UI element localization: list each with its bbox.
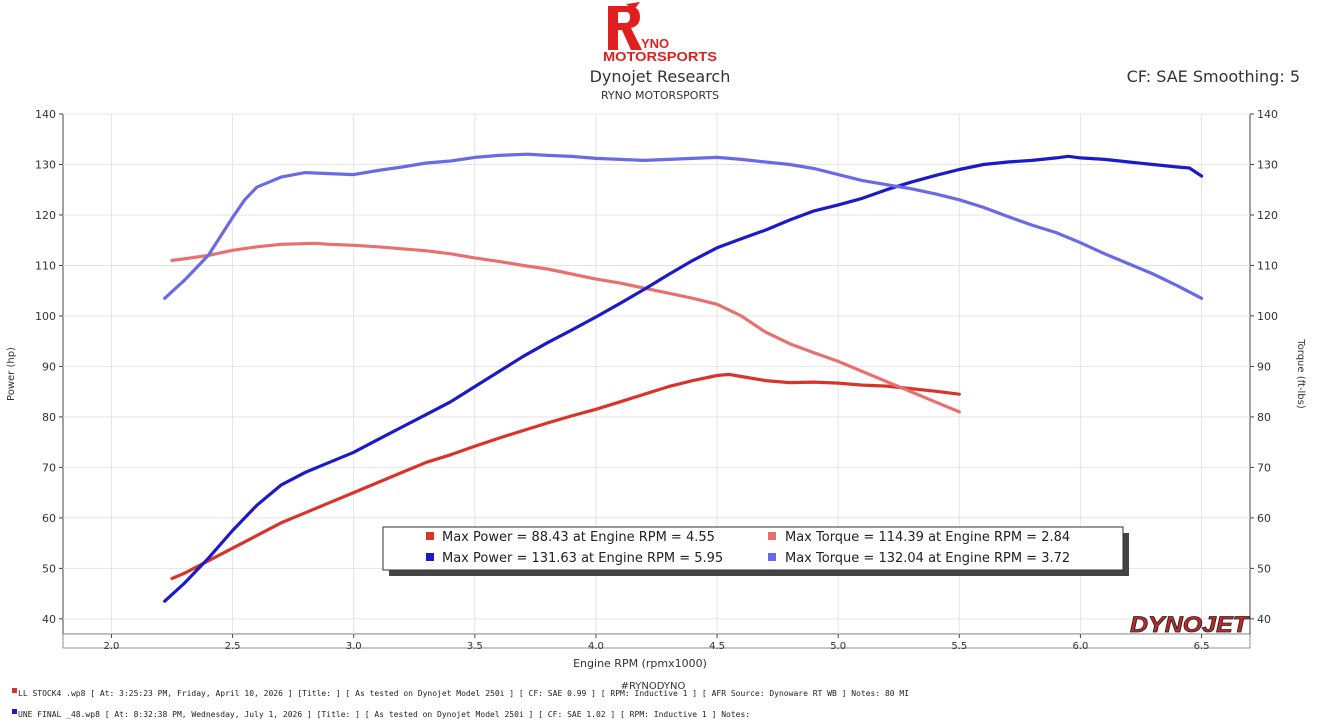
- y-tick-label-right: 40: [1257, 613, 1271, 626]
- y-tick-label-left: 50: [42, 562, 56, 575]
- y-tick-label-left: 140: [35, 108, 56, 121]
- run1-info: LL STOCK4 .wp8 [ At: 3:25:23 PM, Friday,…: [18, 689, 909, 698]
- legend-run2-torque: Max Torque = 132.04 at Engine RPM = 3.72: [785, 551, 1070, 566]
- x-tick-label: 5.0: [830, 641, 846, 652]
- legend-box: [382, 526, 1124, 571]
- run-list: LL STOCK4 .wp8 [ At: 3:25:23 PM, Friday,…: [12, 688, 909, 719]
- legend: Max Power = 88.43 at Engine RPM = 4.55 M…: [382, 526, 1129, 576]
- y-axis-left: 40 50 60 70 80 90 100 110 120 130 140: [35, 108, 63, 626]
- legend-swatch-run2-power: [426, 553, 434, 561]
- y-tick-label-right: 100: [1257, 310, 1278, 323]
- run2-info: UNE FINAL _48.wp8 [ At: 8:32:38 PM, Wedn…: [18, 710, 750, 719]
- x-axis-band: [62, 633, 1251, 649]
- y-tick-label-left: 130: [35, 158, 56, 171]
- y-tick-label-right: 130: [1257, 158, 1278, 171]
- series-layer: [163, 152, 1204, 603]
- x-tick-label: 2.5: [225, 641, 241, 652]
- y-tick-label-right: 70: [1257, 461, 1271, 474]
- x-tick-label: 6.0: [1072, 641, 1088, 652]
- legend-run1-power: Max Power = 88.43 at Engine RPM = 4.55: [442, 530, 715, 545]
- chart-subtitle: RYNO MOTORSPORTS: [601, 89, 719, 102]
- y-tick-label-right: 120: [1257, 209, 1278, 222]
- y-tick-label-left: 70: [42, 461, 56, 474]
- hashtag: #RYNODYNO: [621, 681, 686, 692]
- legend-swatch-run1-torque: [768, 532, 776, 540]
- dynojet-watermark: DYNOJET: [1130, 612, 1250, 637]
- x-tick-label: 4.5: [709, 641, 725, 652]
- x-tick-label: 5.5: [951, 641, 967, 652]
- legend-run2-power: Max Power = 131.63 at Engine RPM = 5.95: [442, 551, 723, 566]
- x-tick-label: 3.5: [467, 641, 483, 652]
- run2-marker: [12, 709, 17, 714]
- y-axis-right: 40 50 60 70 80 90 100 110 120 130 140: [1250, 108, 1278, 626]
- logo-line2: MOTORSPORTS: [603, 49, 717, 64]
- x-tick-label: 6.5: [1194, 641, 1210, 652]
- x-tick-label: 3.0: [346, 641, 362, 652]
- y-axis-label-right: Torque (ft-lbs): [1295, 338, 1306, 409]
- chart-title: Dynojet Research: [590, 67, 731, 86]
- y-tick-label-left: 60: [42, 512, 56, 525]
- y-tick-label-right: 80: [1257, 411, 1271, 424]
- x-axis-label: Engine RPM (rpmx1000): [573, 657, 707, 670]
- x-axis: 2.0 2.5 3.0 3.5 4.0 4.5 5.0 5.5 6.0 6.5: [103, 634, 1210, 652]
- x-tick-label: 2.0: [103, 641, 119, 652]
- legend-swatch-run2-torque: [768, 553, 776, 561]
- y-tick-label-left: 110: [35, 259, 56, 272]
- y-tick-label-right: 60: [1257, 512, 1271, 525]
- run1-marker: [12, 688, 17, 693]
- y-tick-label-right: 50: [1257, 562, 1271, 575]
- series-line-2: [170, 241, 961, 414]
- series-line-4: [163, 152, 1204, 300]
- logo-line1: YNO: [641, 36, 669, 51]
- y-tick-label-left: 80: [42, 411, 56, 424]
- y-tick-label-right: 90: [1257, 360, 1271, 373]
- ryno-logo-mark: [608, 6, 642, 50]
- y-tick-label-left: 100: [35, 310, 56, 323]
- y-tick-label-right: 110: [1257, 259, 1278, 272]
- y-axis-label-left: Power (hp): [6, 347, 17, 401]
- y-tick-label-left: 90: [42, 360, 56, 373]
- y-tick-label-left: 40: [42, 613, 56, 626]
- legend-swatch-run1-power: [426, 532, 434, 540]
- series-line-3: [163, 154, 1204, 603]
- series-line-1: [170, 372, 961, 581]
- legend-run1-torque: Max Torque = 114.39 at Engine RPM = 2.84: [785, 530, 1070, 545]
- ryno-logo: YNO MOTORSPORTS: [603, 2, 717, 64]
- y-tick-label-right: 140: [1257, 108, 1278, 121]
- y-tick-label-left: 120: [35, 209, 56, 222]
- correction-label: CF: SAE Smoothing: 5: [1127, 67, 1300, 86]
- x-tick-label: 4.0: [588, 641, 604, 652]
